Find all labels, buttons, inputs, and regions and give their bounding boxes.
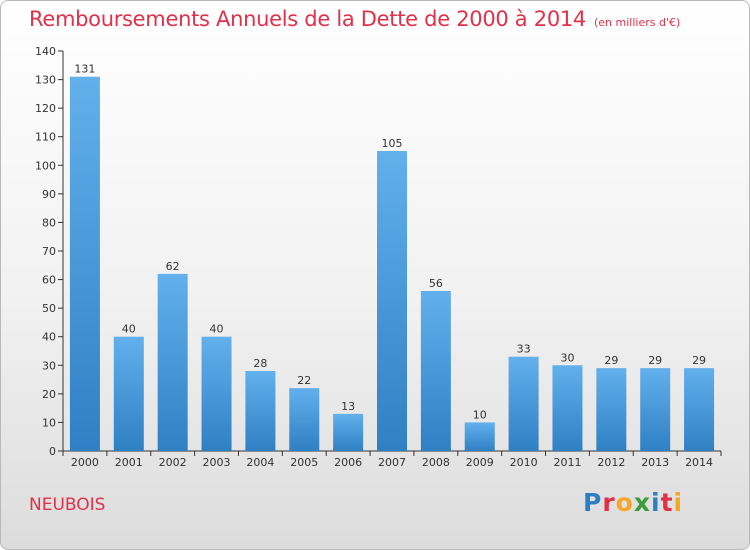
- bar-value-label: 29: [648, 354, 662, 367]
- bar-value-label: 10: [473, 408, 487, 421]
- bar-value-label: 105: [382, 137, 403, 150]
- bar-value-label: 40: [122, 323, 136, 336]
- y-axis: 0 10 20 30 40 50 60 70 80 90 100 110 120 130 140: [35, 45, 64, 458]
- bar-value-label: 29: [692, 354, 706, 367]
- x-tick-label: 2001: [115, 456, 143, 469]
- y-tick-label: 70: [42, 245, 56, 258]
- logo-letter: P: [583, 488, 603, 517]
- x-tick-label: 2014: [685, 456, 713, 469]
- x-tick-label: 2013: [641, 456, 669, 469]
- x-tick-label: 2009: [466, 456, 494, 469]
- bar: [201, 336, 232, 451]
- y-tick-label: 20: [42, 388, 56, 401]
- x-tick-label: 2004: [246, 456, 274, 469]
- x-tick-label: 2012: [597, 456, 625, 469]
- y-tick-label: 100: [35, 159, 56, 172]
- logo-letter: o: [615, 488, 634, 517]
- logo-letter: i: [673, 488, 684, 517]
- x-tick-label: 2005: [290, 456, 318, 469]
- y-tick-label: 140: [35, 45, 56, 58]
- x-axis: 2000 2001 2002 2003 2004 2005 2006 2007 2008 2009…: [62, 450, 722, 469]
- chart-title: Remboursements Annuels de la Dette de 20…: [29, 7, 680, 31]
- bar-value-label: 131: [74, 63, 95, 76]
- x-tick-label: 2000: [71, 456, 99, 469]
- bar: [245, 371, 276, 451]
- x-tick-label: 2007: [378, 456, 406, 469]
- logo-letter: x: [633, 488, 651, 517]
- chart-subtitle: (en milliers d'€): [594, 16, 681, 29]
- y-tick-label: 40: [42, 331, 56, 344]
- logo-letter: i: [651, 488, 661, 517]
- bar-value-label: 30: [560, 351, 574, 364]
- bar: [640, 368, 671, 451]
- bar: [420, 291, 451, 451]
- x-tick-label: 2006: [334, 456, 362, 469]
- y-tick-label: 60: [42, 274, 56, 287]
- proxiti-logo[interactable]: Proxiti: [583, 488, 683, 517]
- bar-value-label: 62: [166, 260, 180, 273]
- commune-name: NEUBOIS: [29, 495, 106, 515]
- bar: [333, 413, 364, 451]
- bar: [464, 422, 495, 451]
- bar: [377, 151, 407, 451]
- y-tick-label: 50: [42, 302, 56, 315]
- bar-value-label: 40: [210, 323, 224, 336]
- x-tick-label: 2011: [553, 456, 581, 469]
- logo-letter: t: [660, 488, 674, 517]
- bar-value-label: 29: [604, 354, 618, 367]
- bar-value-label: 13: [341, 400, 355, 413]
- y-tick-label: 80: [42, 216, 56, 229]
- x-tick-label: 2010: [510, 456, 538, 469]
- bar: [113, 336, 144, 451]
- y-tick-label: 10: [42, 416, 56, 429]
- y-tick-label: 130: [35, 74, 56, 87]
- logo-letter: r: [602, 488, 616, 517]
- y-tick-label: 0: [49, 445, 56, 458]
- chart-title-text: Remboursements Annuels de la Dette de 20…: [29, 7, 586, 31]
- y-tick-label: 90: [42, 188, 56, 201]
- bar-value-label: 28: [253, 357, 267, 370]
- bar-value-label: 56: [429, 277, 443, 290]
- bars: 131 40 62 40 28 22 13 105 56 10 33 30 29 29 29: [69, 63, 715, 451]
- x-tick-label: 2002: [159, 456, 187, 469]
- x-tick-label: 2003: [203, 456, 231, 469]
- x-tick-label: 2008: [422, 456, 450, 469]
- bar: [289, 388, 320, 451]
- bar-value-label: 22: [297, 374, 311, 387]
- bar: [69, 76, 100, 451]
- bar: [508, 356, 539, 451]
- bar: [157, 273, 188, 451]
- y-tick-label: 30: [42, 359, 56, 372]
- bar-value-label: 33: [517, 343, 531, 356]
- y-tick-label: 110: [35, 131, 56, 144]
- bar: [552, 365, 583, 451]
- y-tick-label: 120: [35, 102, 56, 115]
- bar: [596, 368, 627, 451]
- bar: [684, 368, 715, 451]
